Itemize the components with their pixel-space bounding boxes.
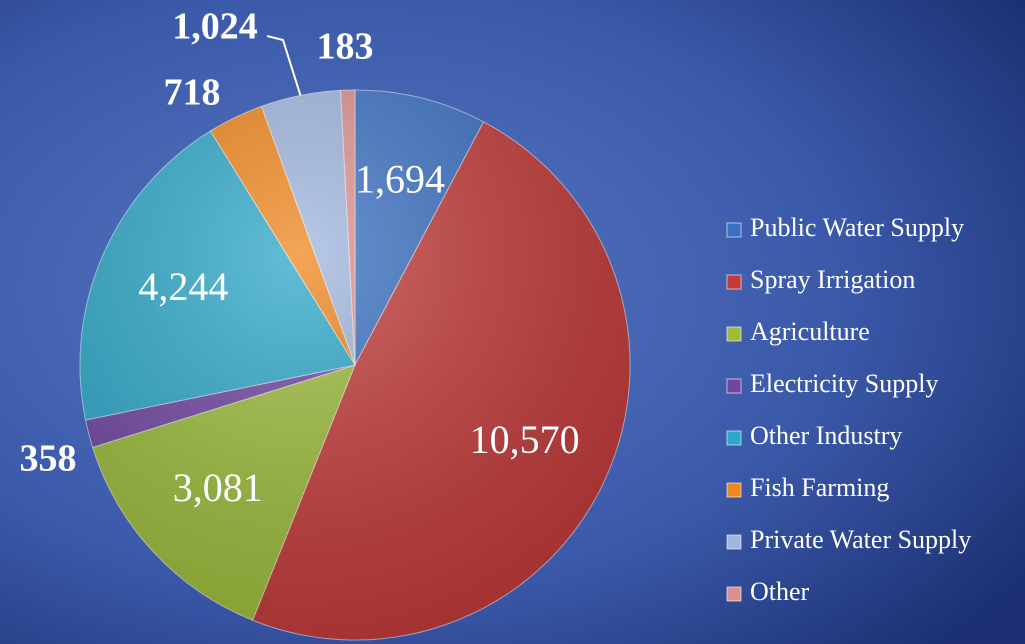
data-label: 4,244 [138,264,228,309]
legend-swatch [726,274,742,290]
data-labels: 1,694 10,570 3,081 358 4,244 718 1,024 183 [20,6,580,510]
legend-label: Public Water Supply [750,213,964,242]
data-label: 183 [317,26,374,68]
legend-swatch [726,222,742,238]
legend: Public Water Supply Spray Irrigation Agric… [726,213,971,606]
legend-label: Private Water Supply [750,525,971,554]
data-label: 358 [20,438,77,480]
data-label: 718 [164,72,221,114]
legend-swatch [726,430,742,446]
legend-swatch [726,534,742,550]
data-label: 3,081 [173,465,263,510]
data-label: 10,570 [470,417,580,462]
legend-swatch [726,378,742,394]
legend-label: Agriculture [750,317,870,346]
legend-label: Fish Farming [750,473,889,502]
leader-line [266,35,302,96]
data-label: 1,694 [355,157,445,202]
legend-label: Other [750,577,810,606]
legend-label: Electricity Supply [750,369,938,398]
legend-label: Spray Irrigation [750,265,915,294]
legend-label: Other Industry [750,421,902,450]
legend-swatch [726,586,742,602]
data-label: 1,024 [172,6,258,48]
legend-swatch [726,482,742,498]
legend-swatch [726,326,742,342]
